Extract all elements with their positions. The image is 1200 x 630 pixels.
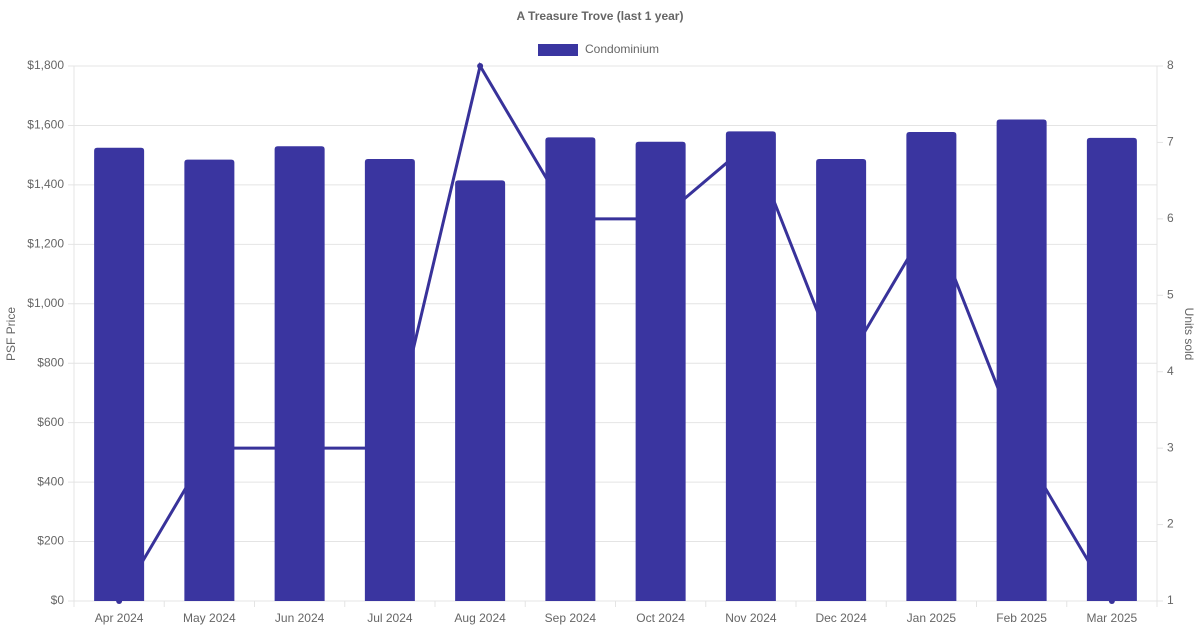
y2-axis-label: Units sold (1182, 308, 1196, 361)
bar (455, 180, 506, 602)
bar (906, 131, 957, 601)
bar (364, 159, 415, 601)
y-tick-label: $600 (37, 415, 64, 429)
x-tick-label: May 2024 (183, 611, 236, 625)
bar (94, 147, 145, 601)
y2-tick-label: 2 (1167, 517, 1174, 531)
line-point (477, 63, 484, 69)
bar (184, 159, 235, 601)
y2-tick-label: 1 (1167, 593, 1174, 607)
y2-tick-label: 7 (1167, 135, 1174, 149)
y-tick-label: $0 (51, 593, 65, 607)
bar (996, 119, 1047, 601)
x-tick-label: Dec 2024 (815, 611, 867, 625)
y-tick-label: $1,400 (27, 177, 64, 191)
y-axis-label: PSF Price (4, 307, 18, 361)
y-tick-label: $400 (37, 474, 64, 488)
bar (725, 131, 776, 601)
y2-tick-label: 8 (1167, 58, 1174, 72)
line (117, 62, 1114, 602)
y-tick-label: $200 (37, 534, 64, 548)
x-tick-label: Feb 2025 (996, 611, 1047, 625)
y2-tick-label: 4 (1167, 364, 1174, 378)
bar (1086, 137, 1137, 601)
chart-title: A Treasure Trove (last 1 year) (517, 9, 684, 23)
y-tick-label: $1,000 (27, 296, 64, 310)
y2-tick-label: 3 (1167, 440, 1174, 454)
y-tick-label: $1,600 (27, 118, 64, 132)
x-tick-label: Jun 2024 (275, 611, 325, 625)
y-tick-label: $800 (37, 355, 64, 369)
x-tick-label: Jan 2025 (907, 611, 957, 625)
x-tick-label: Nov 2024 (725, 611, 777, 625)
bar (545, 137, 596, 602)
x-tick-label: Jul 2024 (367, 611, 413, 625)
x-tick-label: Oct 2024 (636, 611, 685, 625)
bar (816, 159, 867, 601)
x-tick-label: Mar 2025 (1087, 611, 1138, 625)
bar (635, 141, 686, 601)
y2-tick-label: 5 (1167, 287, 1174, 301)
x-tick-label: Apr 2024 (95, 611, 144, 625)
legend-swatch (538, 44, 578, 56)
bar (274, 146, 325, 601)
y-tick-label: $1,800 (27, 58, 64, 72)
y2-tick-label: 6 (1167, 211, 1174, 225)
y-tick-label: $1,200 (27, 237, 64, 251)
x-tick-label: Sep 2024 (545, 611, 597, 625)
x-tick-label: Aug 2024 (454, 611, 506, 625)
legend-label: Condominium (585, 42, 659, 56)
